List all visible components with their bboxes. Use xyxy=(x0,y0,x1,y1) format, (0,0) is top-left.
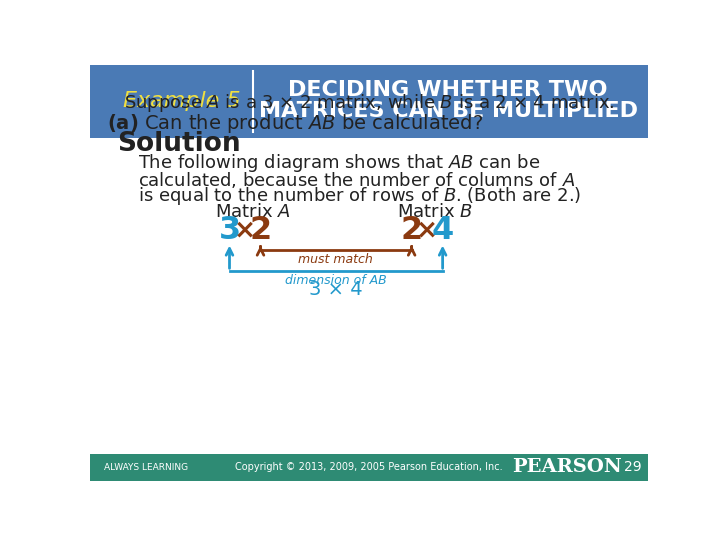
Text: 2: 2 xyxy=(249,215,271,246)
Text: ALWAYS LEARNING: ALWAYS LEARNING xyxy=(104,463,188,471)
Text: Matrix $B$: Matrix $B$ xyxy=(397,203,473,221)
Text: 29: 29 xyxy=(624,460,642,474)
Text: Suppose $A$ is a 3 $\times$ 2 matrix, while $B$ is a 2 $\times$ 4 matrix.: Suppose $A$ is a 3 $\times$ 2 matrix, wh… xyxy=(124,92,614,114)
Text: Solution: Solution xyxy=(117,131,240,157)
Text: PEARSON: PEARSON xyxy=(512,458,621,476)
Text: DECIDING WHETHER TWO: DECIDING WHETHER TWO xyxy=(288,80,608,100)
Text: $\mathbf{(a)}$ Can the product $AB$ be calculated?: $\mathbf{(a)}$ Can the product $AB$ be c… xyxy=(107,112,483,135)
Text: Matrix $A$: Matrix $A$ xyxy=(215,203,290,221)
Text: 3: 3 xyxy=(218,215,240,246)
Text: Example 5: Example 5 xyxy=(122,91,240,111)
Text: The following diagram shows that $AB$ can be: The following diagram shows that $AB$ ca… xyxy=(138,152,540,174)
FancyBboxPatch shape xyxy=(90,65,648,138)
Text: is equal to the number of rows of $B$. (Both are 2.): is equal to the number of rows of $B$. (… xyxy=(138,185,582,207)
Text: ×: × xyxy=(416,217,438,244)
Text: Copyright © 2013, 2009, 2005 Pearson Education, Inc.: Copyright © 2013, 2009, 2005 Pearson Edu… xyxy=(235,462,503,472)
Text: must match: must match xyxy=(298,253,373,266)
Text: 3 × 4: 3 × 4 xyxy=(309,280,362,299)
Text: ×: × xyxy=(234,217,256,244)
Text: 2: 2 xyxy=(400,215,423,246)
Text: MATRICES CAN BE MULTIPLIED: MATRICES CAN BE MULTIPLIED xyxy=(258,102,637,122)
Text: 4: 4 xyxy=(431,215,454,246)
Text: dimension of AB: dimension of AB xyxy=(285,274,387,287)
Text: calculated, because the number of columns of $A$: calculated, because the number of column… xyxy=(138,170,575,190)
FancyBboxPatch shape xyxy=(90,454,648,481)
